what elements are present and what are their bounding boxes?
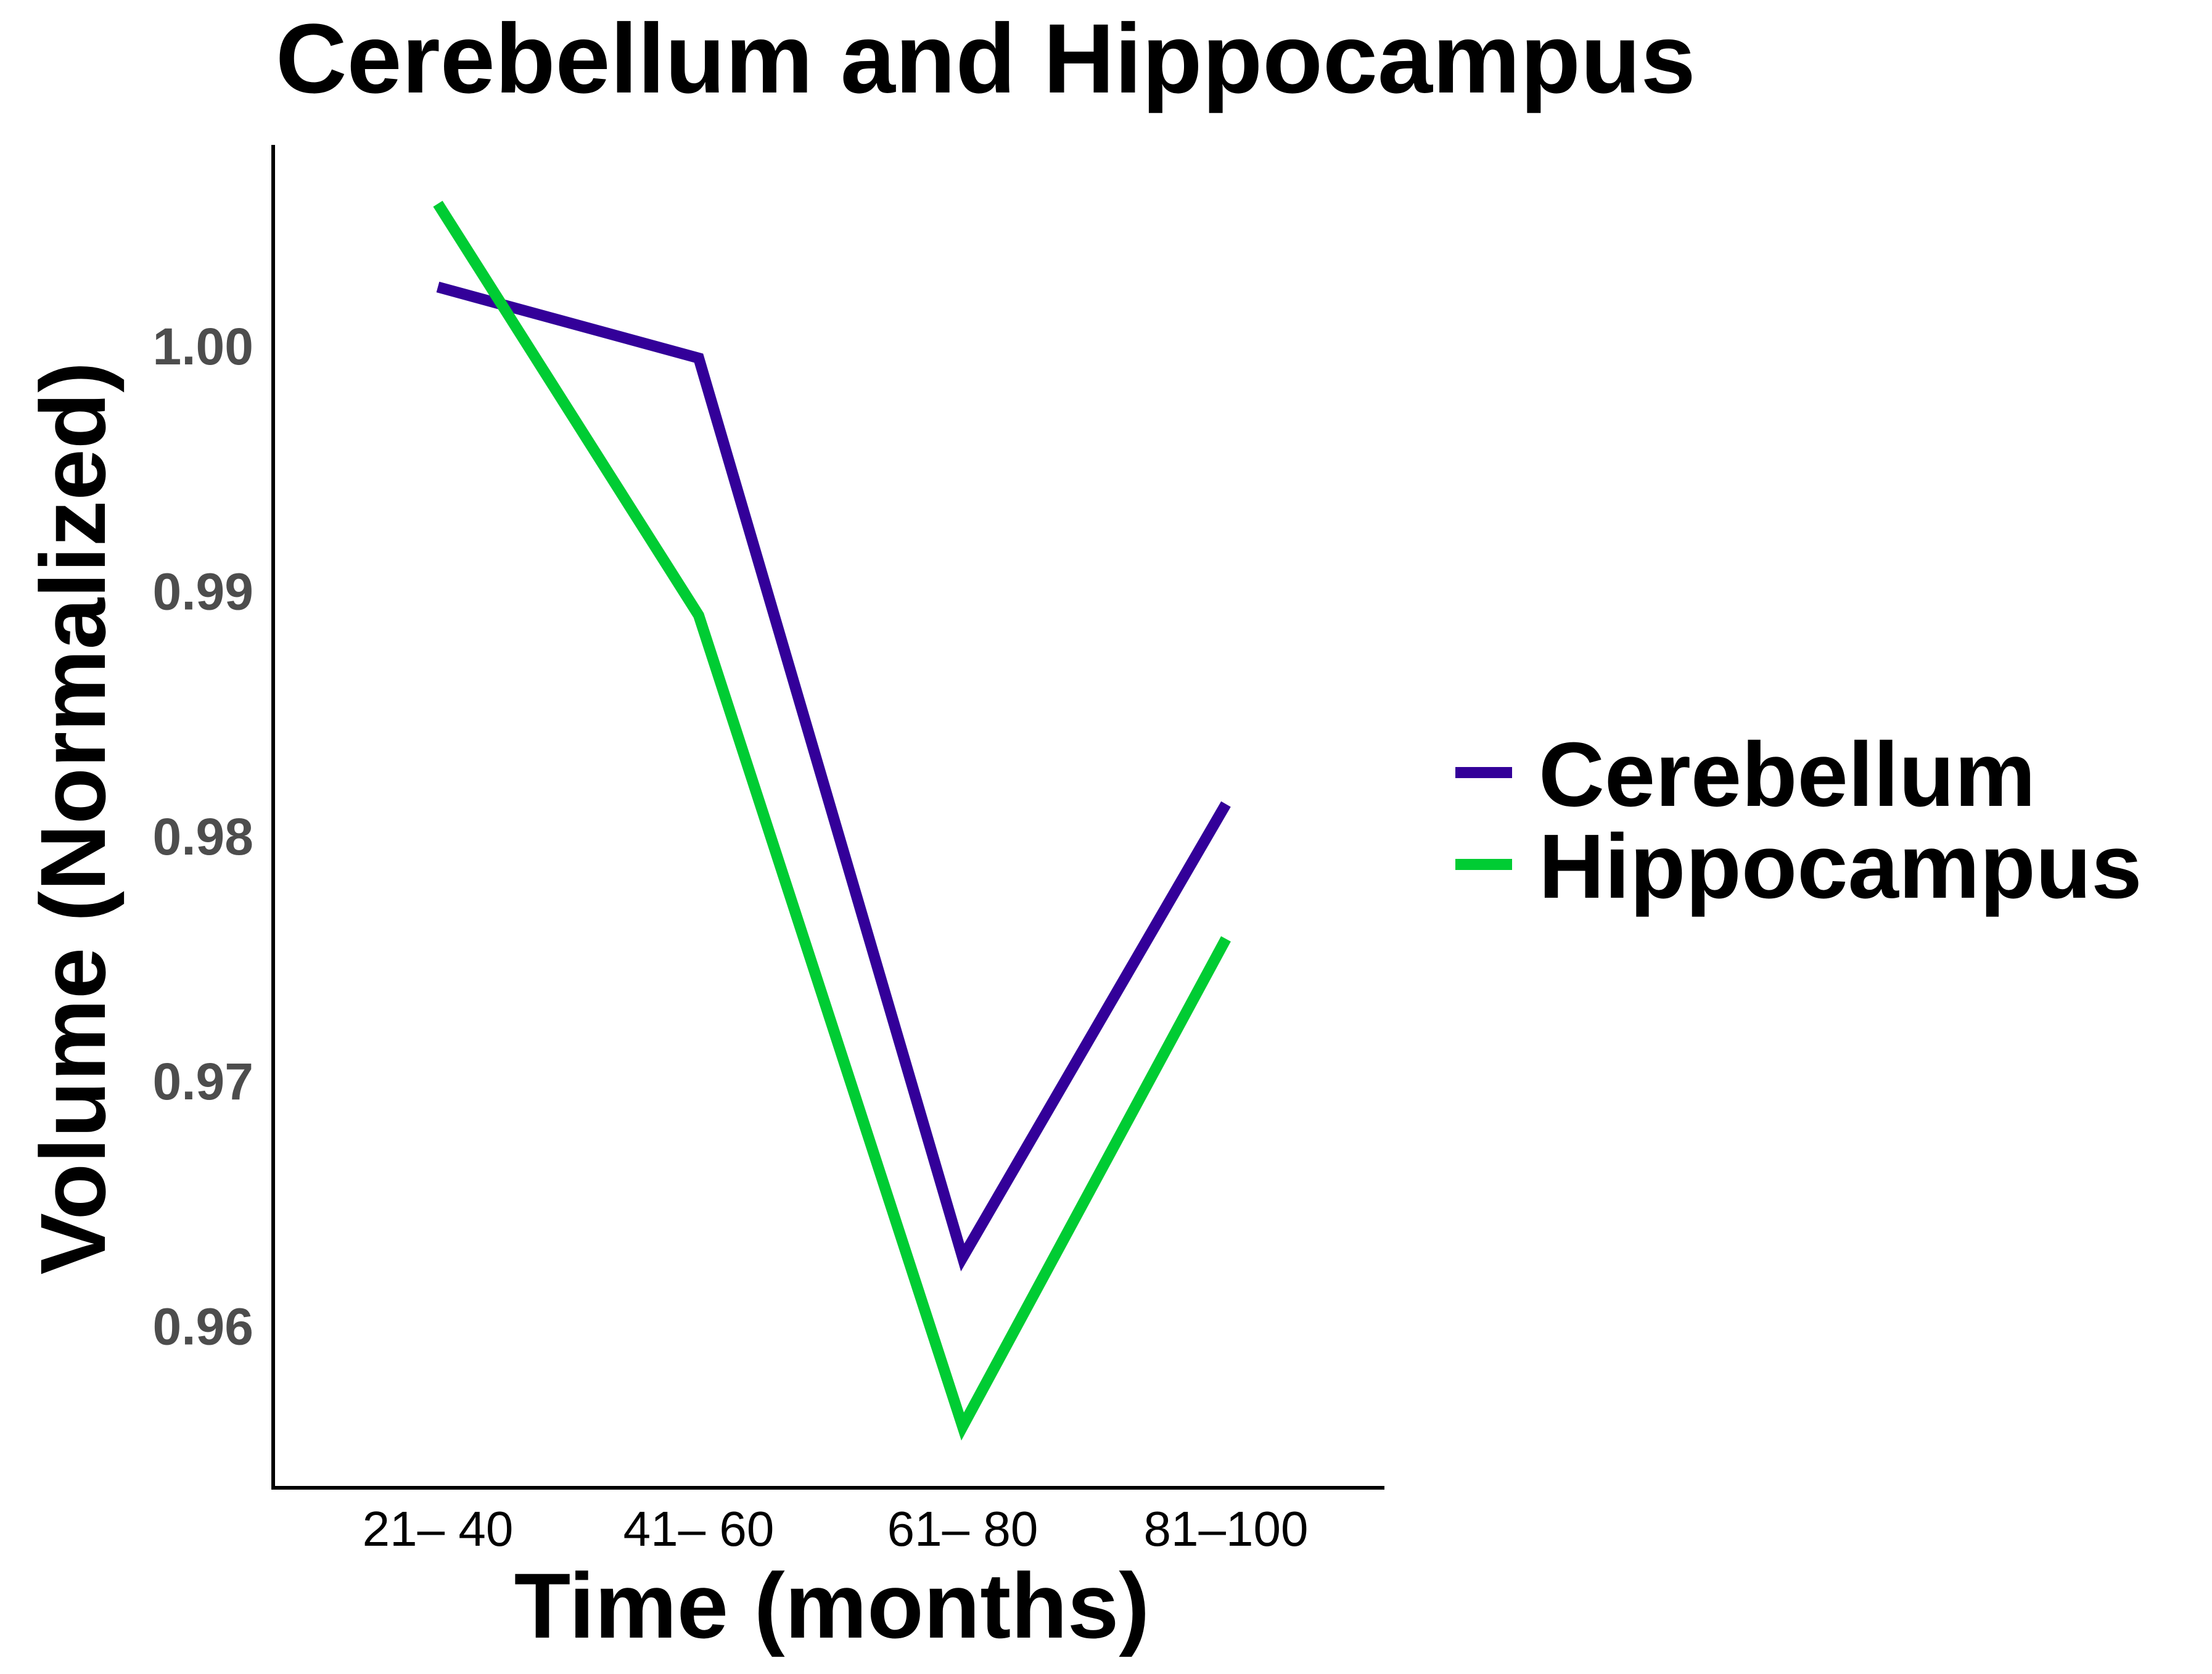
chart-title: Cerebellum and Hippocampus <box>276 3 1696 113</box>
x-tick-label: 21– 40 <box>363 1501 514 1556</box>
series-line-hippocampus <box>433 200 1231 1441</box>
legend-label: Cerebellum <box>1539 724 2036 826</box>
x-tick-label: 81–100 <box>1144 1501 1309 1556</box>
legend-label: Hippocampus <box>1539 816 2142 917</box>
y-tick-label: 1.00 <box>153 318 254 375</box>
y-axis-label: Volume (Normalized) <box>21 362 125 1275</box>
series-lines <box>433 200 1231 1441</box>
x-axis-label: Time (months) <box>514 1554 1150 1657</box>
x-ticks: 21– 40 41– 60 61– 80 81–100 <box>363 1501 1309 1556</box>
y-tick-label: 0.97 <box>153 1052 254 1110</box>
y-ticks: 1.00 0.99 0.98 0.97 0.96 <box>153 318 254 1356</box>
y-tick-label: 0.98 <box>153 808 254 866</box>
x-tick-label: 61– 80 <box>887 1501 1038 1556</box>
series-line-cerebellum <box>436 281 1231 1272</box>
y-tick-label: 0.96 <box>153 1298 254 1356</box>
x-tick-label: 41– 60 <box>623 1501 775 1556</box>
y-tick-label: 0.99 <box>153 562 254 620</box>
